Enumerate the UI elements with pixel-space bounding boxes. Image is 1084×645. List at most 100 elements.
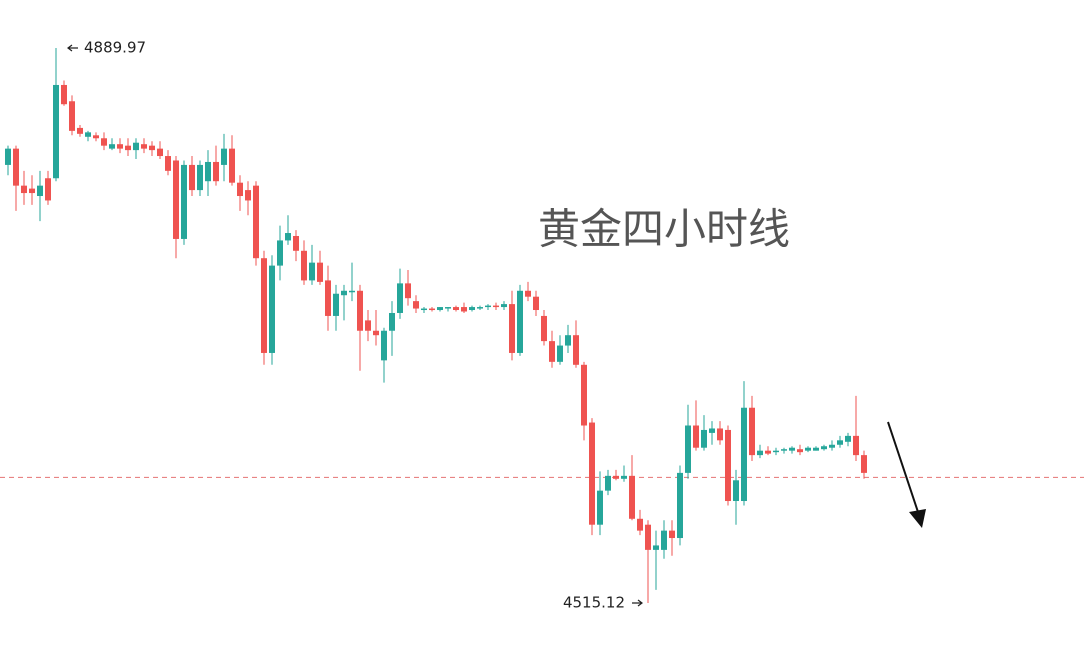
trend-arrow-head — [909, 509, 926, 528]
candle-body — [133, 142, 139, 151]
candle-body — [613, 475, 619, 479]
high-label: 4889.97 — [84, 39, 146, 57]
candle-body — [53, 84, 59, 179]
candle-body — [245, 190, 251, 201]
candle-body — [709, 428, 715, 433]
candle-body — [413, 301, 419, 309]
candle-body — [461, 307, 467, 312]
candle-body — [725, 429, 731, 502]
candle-body — [845, 435, 851, 442]
candle-body — [501, 304, 507, 308]
candle-body — [85, 132, 91, 137]
candle-body — [381, 330, 387, 361]
candle-body — [469, 307, 475, 311]
low-arrow — [632, 599, 643, 607]
candle-body — [805, 447, 811, 451]
candle-body — [45, 178, 51, 201]
candle-body — [549, 341, 555, 362]
candle-body — [669, 530, 675, 539]
candle-body — [93, 135, 99, 139]
candle-body — [765, 450, 771, 454]
candle-body — [749, 407, 755, 456]
candle-body — [389, 312, 395, 331]
candle-body — [365, 320, 371, 331]
candle-body — [429, 308, 435, 311]
candle-body — [173, 160, 179, 239]
candle-body — [109, 144, 115, 149]
candle-body — [397, 283, 403, 313]
candle-body — [653, 545, 659, 550]
candle-body — [205, 161, 211, 182]
trend-arrow-shaft — [887, 421, 919, 513]
candle-body — [685, 425, 691, 473]
candle-body — [149, 145, 155, 151]
candle-body — [821, 446, 827, 450]
candle-body — [101, 138, 107, 146]
candle-body — [645, 524, 651, 550]
candle-body — [13, 148, 19, 186]
candle-body — [701, 429, 707, 448]
candle-body — [157, 148, 163, 157]
candle-body — [37, 185, 43, 197]
candle-body — [221, 148, 227, 165]
candle-body — [861, 455, 867, 473]
candle-body — [125, 145, 131, 151]
candle-body — [597, 490, 603, 525]
candle-body — [509, 304, 515, 353]
candle-body — [229, 148, 235, 183]
candle-body — [69, 101, 75, 131]
candle-body — [277, 240, 283, 266]
candle-body — [253, 185, 259, 259]
candle-body — [717, 428, 723, 441]
chart-title: 黄金四小时线 — [538, 205, 790, 254]
candle-body — [557, 345, 563, 362]
candle-body — [293, 235, 299, 251]
candle-body — [333, 293, 339, 316]
candle-body — [5, 148, 11, 165]
candle-body — [853, 435, 859, 456]
candle-body — [349, 290, 355, 293]
candles — [0, 48, 1084, 603]
candle-body — [213, 161, 219, 182]
candle-body — [117, 144, 123, 149]
candle-body — [637, 518, 643, 531]
candle-body — [485, 305, 491, 308]
candle-body — [565, 335, 571, 346]
candle-body — [541, 315, 547, 342]
candle-body — [573, 335, 579, 365]
candle-body — [477, 307, 483, 309]
candle-body — [61, 84, 67, 105]
candle-body — [493, 305, 499, 308]
candle-body — [517, 290, 523, 353]
candle-body — [165, 156, 171, 171]
candle-body — [757, 450, 763, 456]
candle-body — [589, 422, 595, 525]
candle-body — [421, 308, 427, 311]
candle-body — [533, 296, 539, 311]
candle-body — [773, 450, 779, 453]
candle-body — [285, 233, 291, 241]
candle-body — [813, 447, 819, 451]
candle-body — [693, 425, 699, 448]
candle-body — [237, 182, 243, 197]
candle-body — [581, 364, 587, 426]
candle-body — [181, 164, 187, 239]
trend-arrow — [887, 421, 926, 528]
candle-body — [269, 265, 275, 353]
candle-body — [677, 472, 683, 539]
candle-body — [789, 447, 795, 451]
candle-body — [357, 290, 363, 331]
candle-body — [661, 530, 667, 550]
candle-body — [197, 164, 203, 191]
candle-body — [373, 330, 379, 336]
candle-body — [405, 283, 411, 299]
candle-body — [21, 185, 27, 194]
candle-body — [445, 307, 451, 309]
candle-body — [797, 449, 803, 453]
candle-body — [317, 262, 323, 282]
candle-body — [309, 262, 315, 281]
candle-body — [261, 258, 267, 353]
candle-body — [341, 290, 347, 296]
low-annotation: 4515.12 — [563, 594, 643, 612]
